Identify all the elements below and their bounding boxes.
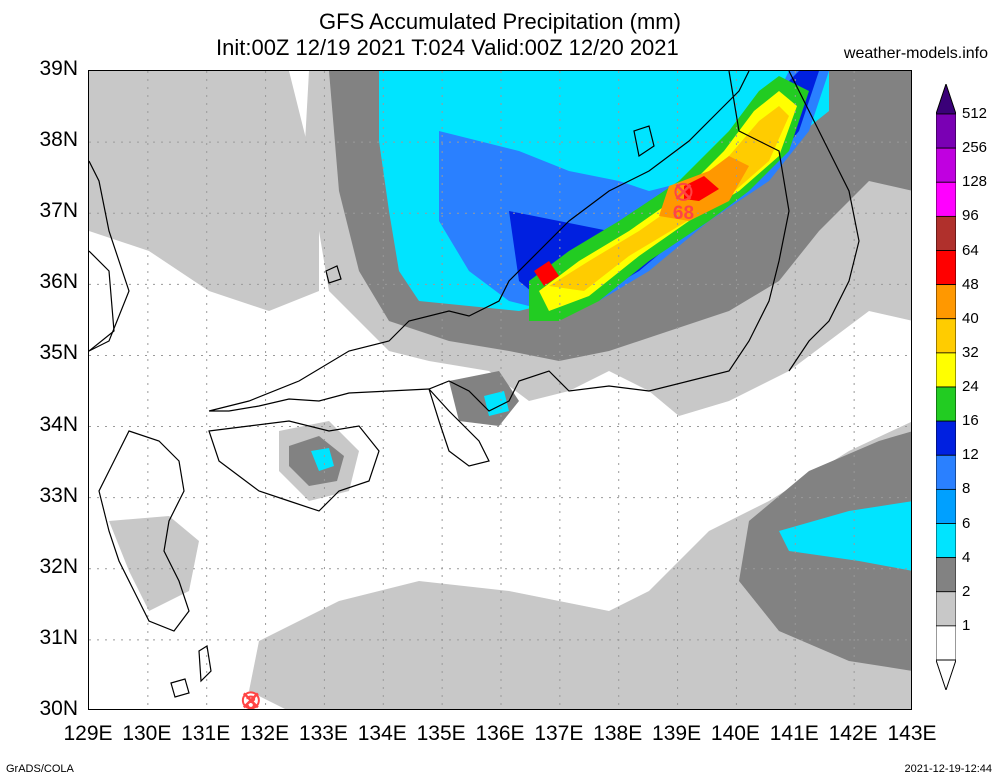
colorbar-swatch xyxy=(936,250,956,286)
precip-32mm-band xyxy=(549,106,789,291)
yakushima-coast xyxy=(170,678,190,698)
colorbar-level-label: 40 xyxy=(962,309,979,327)
kyushu-coast xyxy=(98,430,190,632)
colorbar-swatch xyxy=(936,420,956,456)
map-canvas: 68 3 xyxy=(89,71,911,710)
lon-label: 142E xyxy=(828,722,878,745)
oki-islands-coast xyxy=(325,265,342,284)
colorbar-swatch xyxy=(936,557,956,593)
lat-label: 31N xyxy=(39,625,78,649)
lat-label: 33N xyxy=(39,483,78,507)
precip-4mm-shikoku xyxy=(311,448,334,471)
marker-cross xyxy=(242,692,259,709)
precip-48mm-core-1 xyxy=(684,176,719,201)
colorbar-level-label: 1 xyxy=(962,616,971,634)
korea-coast xyxy=(89,250,115,352)
colorbar-swatch xyxy=(936,284,956,320)
precipitation-fill-layer xyxy=(89,71,911,709)
colorbar-level-label: 12 xyxy=(962,446,979,464)
lat-label: 37N xyxy=(39,199,78,223)
software-credit: GrADS/COLA xyxy=(6,763,74,775)
lat-label: 32N xyxy=(39,554,78,578)
colorbar-level-label: 128 xyxy=(962,173,988,191)
colorbar xyxy=(936,84,956,690)
extreme-value-markers: 68 3 xyxy=(241,182,694,710)
precipitation-map: 68 3 xyxy=(88,70,912,710)
colorbar-swatch xyxy=(936,523,956,559)
marker-cross xyxy=(675,184,692,200)
colorbar-swatch xyxy=(936,386,956,422)
coastlines xyxy=(89,71,860,698)
marker-value: 68 xyxy=(673,203,694,224)
timestamp: 2021-12-19-12:44 xyxy=(904,763,992,775)
colorbar-level-label: 256 xyxy=(962,139,988,157)
colorbar-level-label: 4 xyxy=(962,548,971,566)
shikoku-coast xyxy=(208,420,380,512)
lon-label: 130E xyxy=(122,722,172,745)
colorbar-level-label: 96 xyxy=(962,207,979,225)
colorbar-empty-swatch xyxy=(936,625,956,661)
lon-label: 136E xyxy=(475,722,525,745)
colorbar-level-label: 2 xyxy=(962,582,971,600)
lon-label: 141E xyxy=(769,722,819,745)
lon-label: 137E xyxy=(534,722,584,745)
precip-1mm-south xyxy=(249,421,911,709)
lat-label: 39N xyxy=(39,57,78,80)
lon-label: 143E xyxy=(887,722,937,745)
colorbar-level-label: 48 xyxy=(962,275,979,293)
colorbar-level-label: 32 xyxy=(962,343,979,361)
lon-label: 131E xyxy=(181,722,231,745)
lat-label: 35N xyxy=(39,341,78,365)
site-credit: weather-models.info xyxy=(843,45,988,62)
lon-label: 134E xyxy=(357,722,407,745)
honshu-coast xyxy=(89,71,790,412)
colorbar-swatch xyxy=(936,215,956,251)
precip-1mm-west xyxy=(89,71,319,311)
lat-label: 36N xyxy=(39,270,78,294)
colorbar-swatch xyxy=(936,488,956,524)
colorbar-level-label: 24 xyxy=(962,378,979,395)
lon-label: 135E xyxy=(416,722,466,745)
lat-label: 30N xyxy=(39,697,78,720)
marker-circle xyxy=(674,182,693,201)
lon-label: 140E xyxy=(710,722,760,745)
kii-peninsula-coast xyxy=(428,388,490,467)
lat-label: 34N xyxy=(39,412,78,436)
colorbar-swatch xyxy=(936,352,956,388)
colorbar-level-label: 6 xyxy=(962,514,971,532)
precip-1mm-kyushu xyxy=(109,516,199,611)
colorbar-swatch xyxy=(936,318,956,354)
max-marker: 68 xyxy=(673,182,694,224)
colorbar-top-triangle xyxy=(936,84,956,115)
colorbar-bottom-triangle xyxy=(936,659,956,690)
map-subtitle: Init:00Z 12/19 2021 T:024 Valid:00Z 12/2… xyxy=(216,35,679,60)
colorbar-swatch xyxy=(936,113,956,149)
colorbar-swatch xyxy=(936,454,956,490)
tanegashima-coast xyxy=(198,645,212,683)
lon-label: 129E xyxy=(63,722,113,745)
precip-4mm-east xyxy=(779,501,911,571)
lat-label: 38N xyxy=(39,128,78,152)
colorbar-level-label: 8 xyxy=(962,480,971,498)
map-title: GFS Accumulated Precipitation (mm) xyxy=(319,9,681,34)
marker-circle xyxy=(241,691,260,709)
sado-island-coast xyxy=(633,125,655,157)
marker-value: 3 xyxy=(246,693,257,710)
lon-label: 139E xyxy=(652,722,702,745)
colorbar-swatch xyxy=(936,147,956,183)
colorbar-level-label: 16 xyxy=(962,412,979,430)
lon-label: 133E xyxy=(298,722,348,745)
precip-48mm-core-2 xyxy=(534,261,559,286)
lon-label: 132E xyxy=(240,722,290,745)
max-marker: 3 xyxy=(241,691,260,710)
lon-label: 138E xyxy=(593,722,643,745)
colorbar-swatch xyxy=(936,181,956,217)
northeast-honshu-coast xyxy=(788,71,860,372)
colorbar-swatch xyxy=(936,591,956,627)
colorbar-level-label: 64 xyxy=(962,241,979,259)
colorbar-level-label: 512 xyxy=(962,105,988,122)
